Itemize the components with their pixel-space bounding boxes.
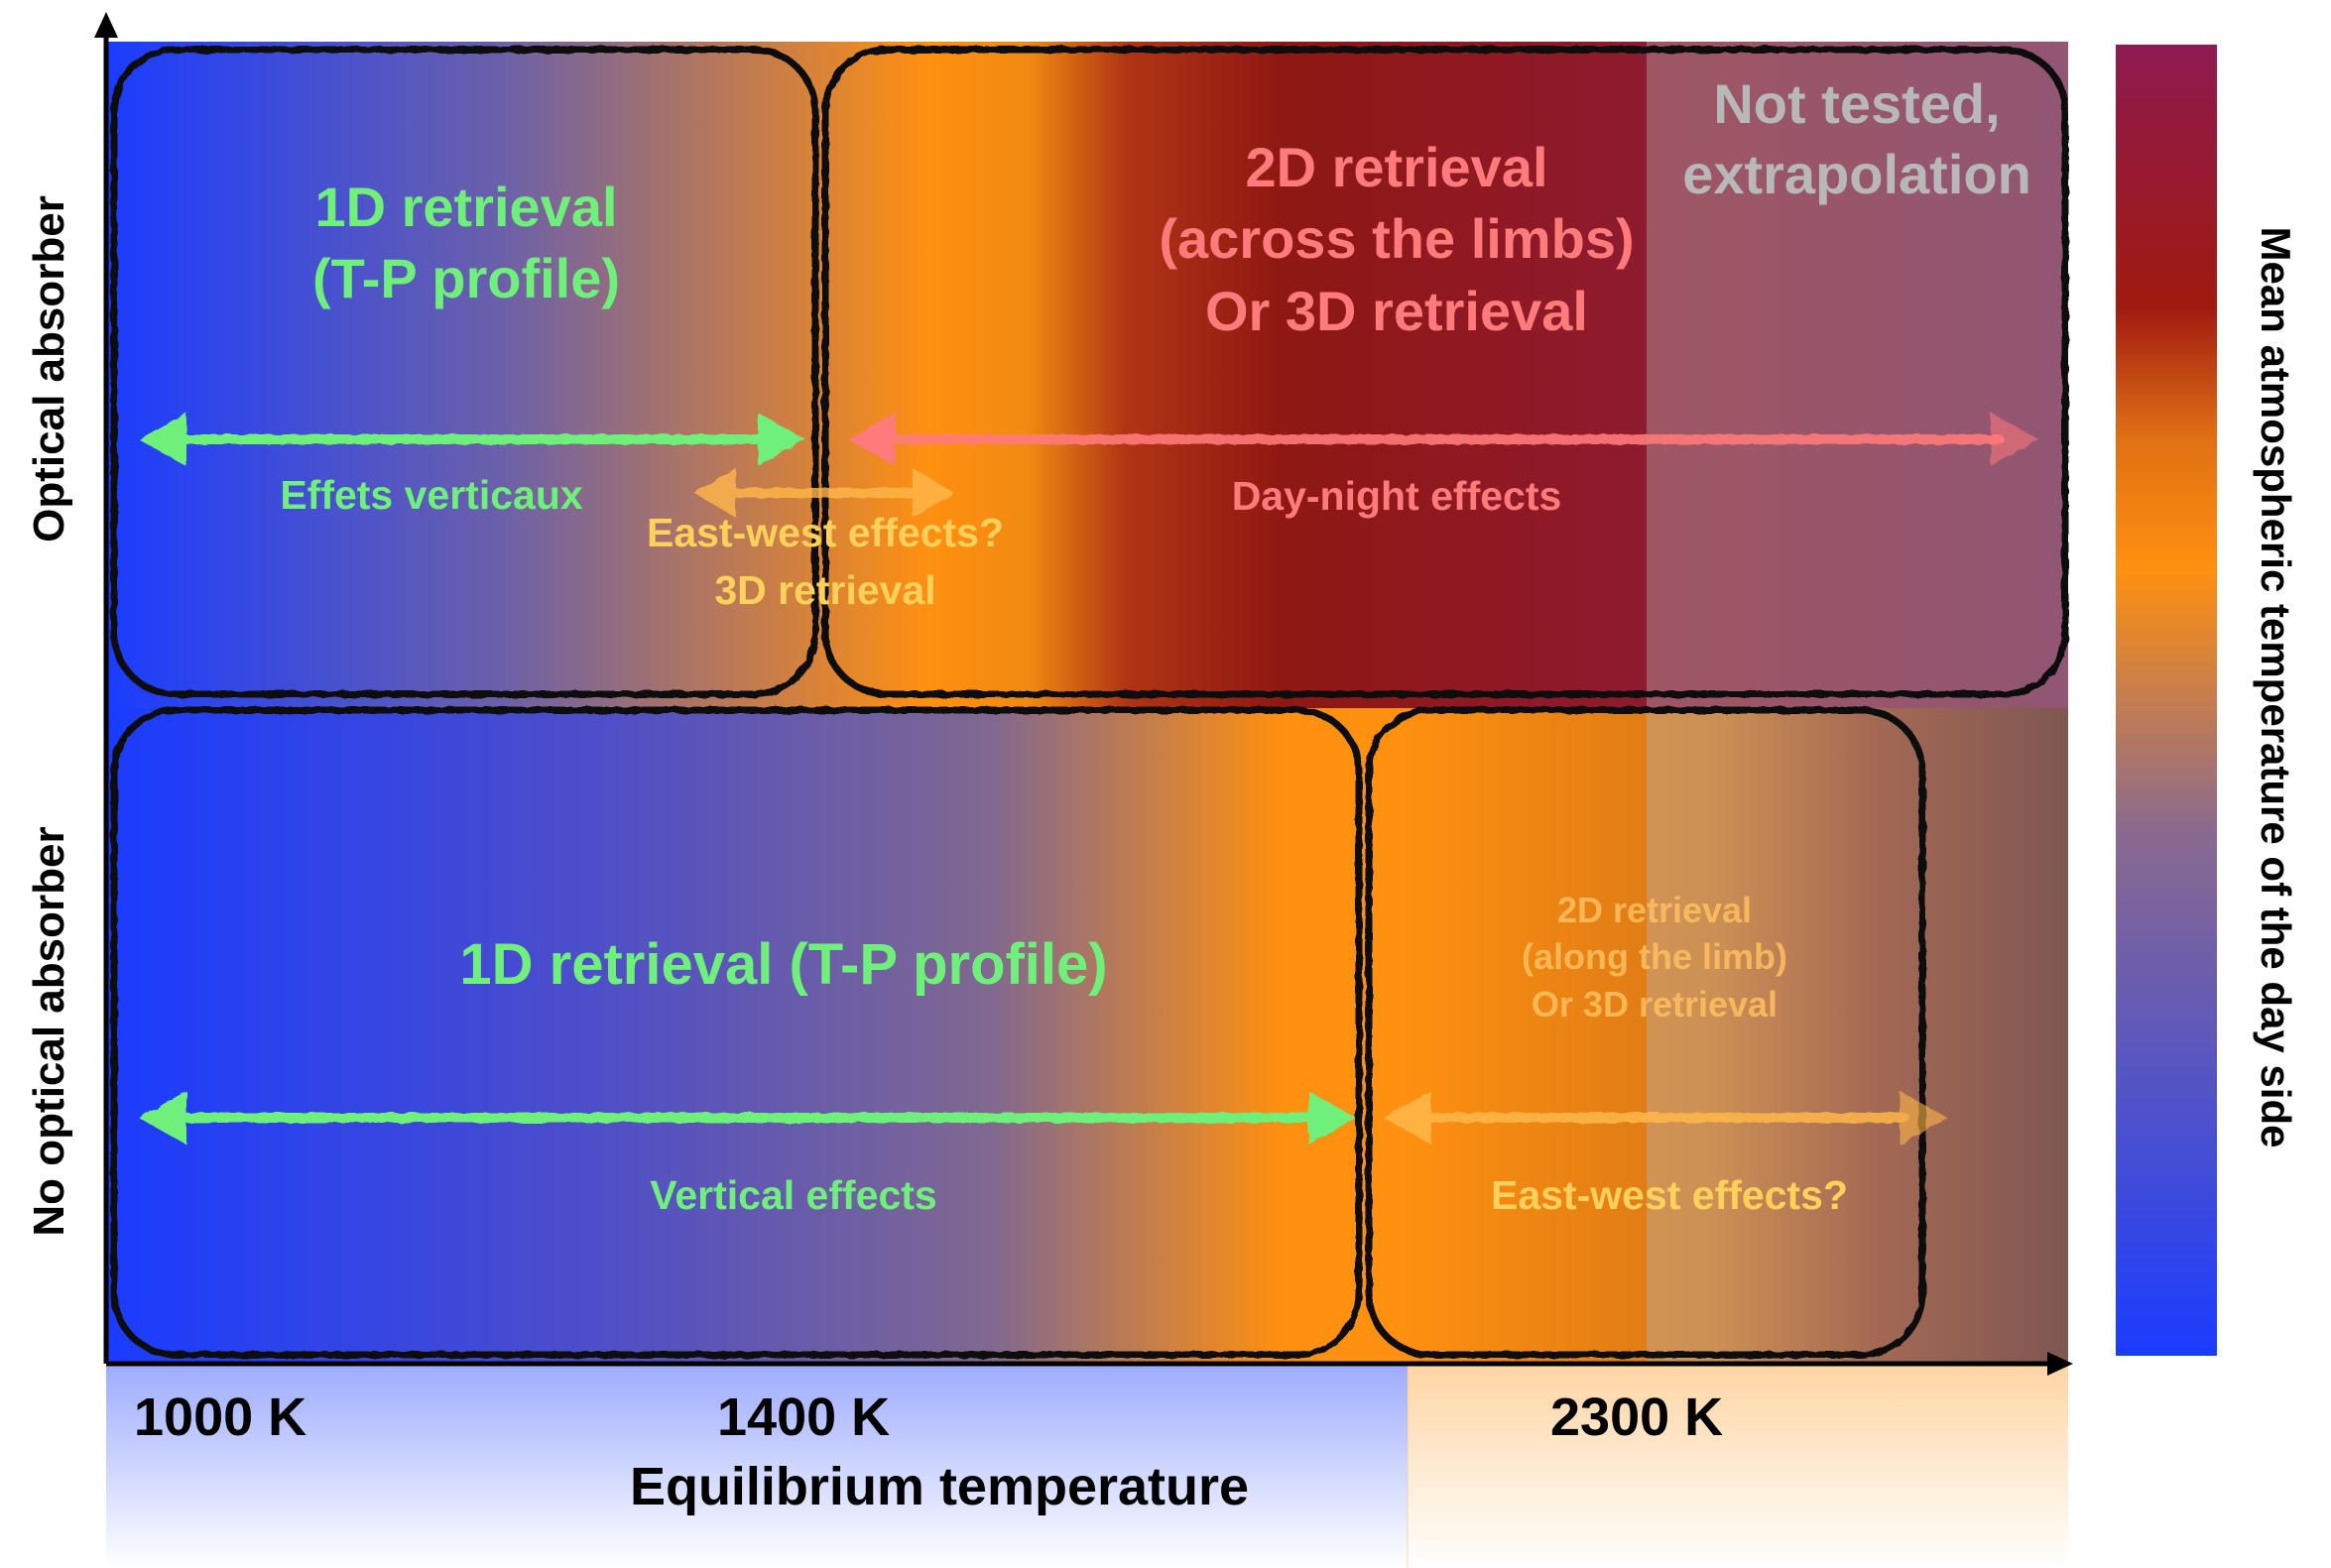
effect-arrows xyxy=(139,413,2038,1145)
y-label-no-optical: No optical absorber xyxy=(25,826,73,1236)
arrow-east-west-top xyxy=(694,468,954,518)
box-top-left xyxy=(110,46,819,698)
bottom-right-title-line2: (along the limb) xyxy=(1522,936,1787,977)
arrow-day-night xyxy=(848,413,2038,466)
top-right-title-line1: 2D retrieval xyxy=(1245,136,1547,198)
retrieval-3d-top: 3D retrieval xyxy=(714,567,935,613)
top-right-title-line3: Or 3D retrieval xyxy=(1205,280,1588,342)
bottom-right-title-line1: 2D retrieval xyxy=(1557,890,1752,930)
y-axis-arrowhead xyxy=(94,12,118,38)
x-axis-label: Equilibrium temperature xyxy=(630,1457,1249,1516)
effect-day-night: Day-night effects xyxy=(1232,473,1562,519)
effect-vertical-top: Effets verticaux xyxy=(280,472,583,518)
top-right-title-line2: (across the limbs) xyxy=(1159,207,1634,270)
x-axis-arrowhead xyxy=(2047,1352,2073,1376)
effect-vertical-bottom: Vertical effects xyxy=(650,1172,936,1218)
top-left-title-line1: 1D retrieval xyxy=(314,176,617,238)
x-tick-1400k: 1400 K xyxy=(717,1387,890,1447)
arrow-east-west-bottom xyxy=(1384,1091,1947,1145)
bottom-right-title-line3: Or 3D retrieval xyxy=(1532,984,1778,1025)
box-top-right xyxy=(821,46,2069,698)
effect-east-west-bottom: East-west effects? xyxy=(1491,1172,1848,1218)
colorbar-label: Mean atmospheric temperature of the day … xyxy=(2253,227,2299,1148)
not-tested-line2: extrapolation xyxy=(1682,143,2031,205)
effect-east-west-top: East-west effects? xyxy=(647,510,1004,555)
y-label-optical: Optical absorber xyxy=(25,195,73,543)
box-bottom-left xyxy=(110,706,1363,1359)
region-boxes xyxy=(110,46,2069,1359)
axes xyxy=(103,28,2058,1367)
x-axis-fade-right xyxy=(1408,1364,2068,1568)
optical-absorber-field xyxy=(106,42,2068,708)
arrow-vertical-top xyxy=(139,413,805,466)
top-left-title-line2: (T-P profile) xyxy=(312,247,620,309)
x-axis-fade-left xyxy=(106,1364,1408,1568)
arrow-vertical-bottom xyxy=(139,1091,1356,1145)
not-tested-overlay xyxy=(1647,42,2068,1364)
bottom-left-title: 1D retrieval (T-P profile) xyxy=(459,932,1107,997)
not-tested-line1: Not tested, xyxy=(1713,72,2000,135)
box-bottom-right xyxy=(1365,706,1926,1359)
x-tick-2300k: 2300 K xyxy=(1550,1387,1723,1447)
colorbar xyxy=(2116,45,2217,1356)
x-tick-1000k: 1000 K xyxy=(134,1387,307,1447)
no-optical-absorber-field xyxy=(106,708,2068,1364)
